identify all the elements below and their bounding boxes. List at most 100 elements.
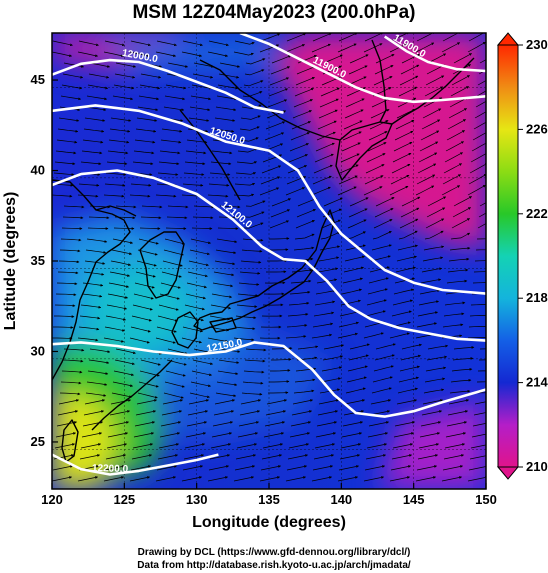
wind-arrow — [113, 84, 135, 90]
wind-arrow — [214, 117, 236, 122]
wind-arrow — [60, 95, 82, 101]
wind-arrow — [134, 421, 156, 427]
wind-arrow — [234, 40, 255, 45]
wind-arrow — [271, 55, 292, 64]
wind-arrow — [77, 476, 99, 482]
wind-arrow — [320, 231, 341, 240]
wind-arrow — [447, 119, 467, 130]
wind-arrow — [267, 99, 288, 108]
wind-arrow — [415, 42, 435, 53]
wind-arrow — [110, 260, 132, 266]
wind-arrow — [79, 454, 101, 460]
wind-arrow — [319, 98, 339, 108]
wind-arrow — [236, 304, 258, 308]
wind-arrow — [270, 369, 291, 372]
coastline-shandong — [95, 205, 137, 217]
wind-arrow — [103, 194, 125, 198]
wind-arrow — [288, 154, 308, 163]
wind-arrow — [140, 216, 162, 220]
wind-arrow — [453, 346, 475, 350]
wind-arrow — [207, 337, 229, 343]
wind-arrow — [78, 326, 100, 331]
wind-arrow — [161, 271, 182, 278]
wind-arrow — [239, 410, 261, 416]
y-tick-label: 35 — [31, 253, 45, 268]
wind-arrow — [164, 238, 185, 245]
wind-arrow — [400, 207, 420, 218]
wind-arrow — [156, 465, 178, 471]
wind-arrow — [399, 218, 419, 229]
wind-arrow — [138, 95, 160, 101]
wind-arrow — [394, 277, 415, 284]
wind-arrow — [296, 65, 316, 75]
wind-arrow — [468, 174, 486, 185]
wind-arrow — [56, 282, 78, 286]
wind-arrow — [80, 161, 102, 166]
wind-arrow — [87, 227, 109, 230]
wind-arrow — [82, 139, 104, 144]
wind-arrow — [184, 161, 206, 166]
wind-arrow — [311, 476, 333, 482]
wind-arrow — [164, 381, 185, 388]
wind-arrow — [268, 248, 289, 252]
wind-arrow — [61, 227, 83, 230]
wind-arrow — [181, 51, 203, 58]
wind-arrow — [159, 150, 181, 155]
x-tick-label: 145 — [403, 492, 425, 507]
wind-arrow — [129, 194, 151, 198]
wind-arrow — [104, 465, 126, 471]
wind-arrow — [52, 337, 73, 340]
wind-arrow — [312, 465, 334, 471]
wind-arrow — [114, 216, 136, 220]
wind-arrow — [416, 465, 438, 471]
wind-arrow — [293, 389, 315, 394]
wind-arrow — [135, 410, 157, 416]
wind-arrow — [467, 476, 486, 482]
wind-arrow — [422, 399, 444, 405]
wind-arrow — [155, 51, 177, 58]
wind-arrow — [471, 142, 486, 152]
wind-arrow — [286, 33, 307, 42]
wind-arrow — [234, 326, 256, 331]
wind-arrow — [189, 392, 210, 399]
wind-arrow — [316, 421, 338, 427]
wind-arrow — [129, 51, 151, 58]
wind-arrow — [209, 172, 231, 176]
wind-arrow — [342, 131, 362, 141]
wind-arrow — [473, 121, 486, 130]
wind-arrow — [389, 185, 409, 196]
wind-arrow — [259, 187, 280, 196]
wind-arrow — [192, 73, 214, 79]
wind-arrow — [345, 387, 366, 394]
wind-arrow — [137, 249, 158, 256]
x-axis: 120 125 130 135 140 145 150 — [41, 483, 497, 507]
wind-arrow — [240, 399, 262, 405]
wind-arrow — [242, 91, 263, 98]
wind-arrow — [52, 40, 73, 47]
wind-arrow — [109, 410, 131, 416]
wind-arrow — [157, 315, 178, 322]
wind-arrow — [262, 443, 284, 449]
wind-arrow — [447, 268, 469, 273]
wind-arrow — [160, 282, 181, 289]
wind-arrow — [442, 465, 464, 471]
wind-arrow — [313, 311, 335, 317]
wind-arrow — [56, 139, 78, 144]
coastline-korea — [139, 231, 185, 299]
wind-arrow — [338, 321, 359, 328]
wind-arrow — [185, 293, 206, 300]
wind-arrow — [233, 51, 254, 56]
wind-arrow — [444, 152, 464, 163]
wind-arrow — [400, 354, 421, 361]
wind-arrow — [191, 370, 213, 377]
wind-arrow — [105, 172, 127, 176]
wind-arrow — [318, 399, 340, 405]
wind-arrow — [313, 454, 335, 460]
wind-arrow — [167, 205, 189, 209]
wind-arrow — [373, 219, 393, 229]
wind-arrow — [63, 348, 85, 352]
coastline-china-east — [52, 179, 131, 381]
wind-arrow — [114, 73, 136, 79]
wind-arrow — [238, 137, 259, 142]
wind-arrow — [141, 205, 163, 209]
